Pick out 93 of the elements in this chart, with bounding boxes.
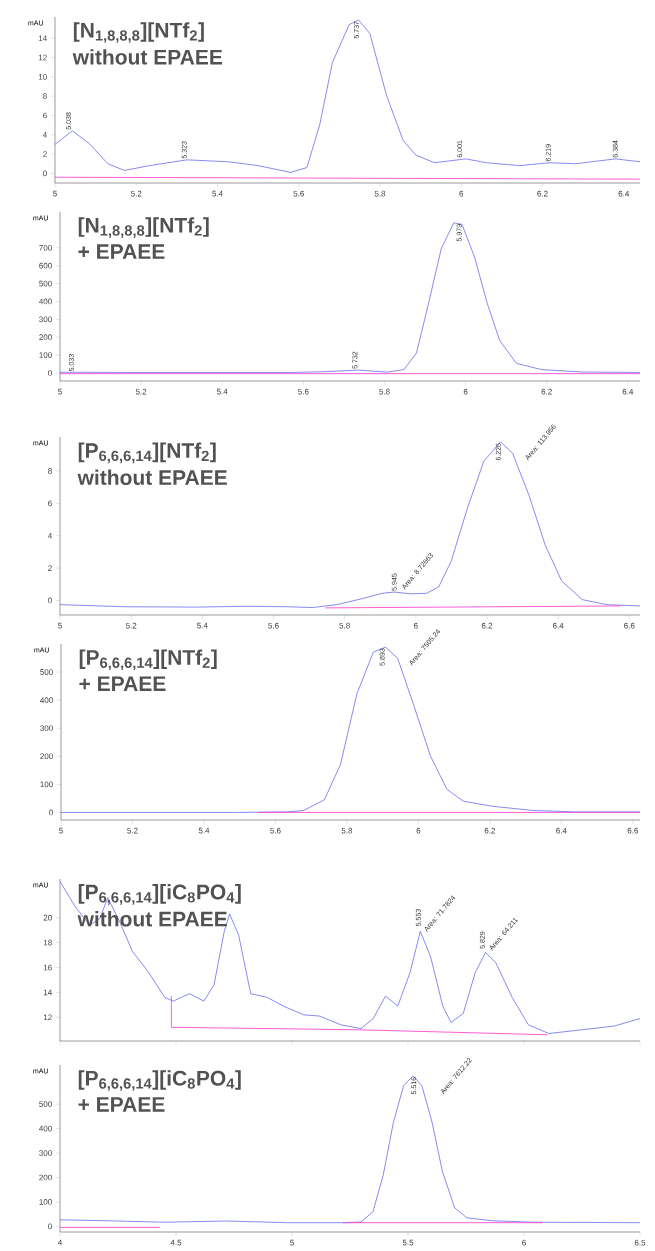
chart-title: [P$_{6,6,6,14}$][iC$_{8}$PO$_{4}$]: [78, 884, 241, 905]
y-tick-label: 400: [40, 697, 53, 703]
chart-title: [N$_{1,8,8,8}$][NTf$_{2}$]: [78, 217, 209, 238]
line-series: [170, 995, 548, 1036]
x-tick-label: 6.2: [537, 190, 548, 197]
line-series: [54, 19, 641, 173]
x-tick-label: 5.2: [125, 622, 137, 629]
x-tick-label: 6.4: [622, 388, 634, 395]
y-tick-label: 10: [38, 74, 47, 80]
chart-title: [P$_{6,6,6,14}$][NTf$_{2}$]: [79, 649, 217, 671]
y-tick-label: 0: [48, 597, 52, 604]
x-tick-label: 5: [53, 190, 57, 197]
text: without EPAEE: [77, 911, 227, 927]
x-tick-label: 5.8: [339, 622, 350, 629]
x-tick-label: 6: [416, 827, 421, 834]
x-tick-label: 6.2: [481, 622, 493, 629]
x-tick-label: 6.4: [618, 190, 630, 197]
x-tick-label: 6.4: [556, 827, 567, 834]
x-tick-label: 6.5: [634, 1239, 646, 1246]
x-tick-label: 5.6: [268, 622, 279, 629]
y-tick-label: 700: [39, 244, 52, 251]
x-tick-label: 5: [58, 388, 62, 395]
y-tick-label: 100: [40, 781, 53, 788]
text: + EPAEE: [79, 676, 166, 691]
x-tick-label: 5.6: [298, 388, 309, 395]
x-tick-label: 6.4: [553, 622, 564, 629]
y-tick-label: 4: [47, 532, 52, 539]
y-tick-label: 200: [40, 753, 53, 760]
x-tick-label: 6: [463, 388, 468, 395]
chart-title: [P$_{6,6,6,14}$][NTf$_{2}$]: [78, 442, 216, 464]
x-tick-label: 5.2: [127, 827, 138, 834]
y-tick-label: 100: [39, 352, 52, 358]
x-tick-label: 5.8: [341, 827, 353, 834]
x-tick-label: 5.4: [198, 827, 210, 834]
y-tick-label: 20: [43, 914, 52, 921]
y-tick-label: 0: [43, 170, 47, 177]
text: without EPAEE: [72, 49, 223, 65]
y-tick-label: 500: [40, 669, 53, 675]
x-tick-label: 5.8: [379, 388, 390, 395]
x-tick-label: 4: [57, 1239, 62, 1246]
x-tick-label: 5.2: [131, 190, 142, 197]
x-tick-label: 5: [59, 827, 63, 834]
x-tick-label: 5.4: [216, 388, 228, 395]
line-series: [59, 881, 641, 1034]
x-tick-label: 5.5: [402, 1239, 414, 1246]
y-tick-label: 100: [39, 1199, 52, 1205]
x-tick-label: 6: [414, 622, 418, 629]
x-tick-label: 6.6: [624, 622, 635, 629]
x-tick-label: 5.6: [270, 827, 281, 834]
x-tick-label: 6: [522, 1239, 526, 1246]
y-tick-label: 0: [48, 1223, 52, 1230]
y-tick-label: 12: [43, 1014, 52, 1021]
x-tick-label: 6: [459, 190, 464, 197]
y-tick-label: 2: [48, 565, 52, 571]
y-tick-label: 8: [48, 468, 52, 474]
y-tick-label: 500: [39, 280, 52, 287]
y-tick-label: 6: [48, 500, 52, 507]
y-tick-label: 2: [43, 151, 47, 157]
chart-title: [P$_{6,6,6,14}$][iC$_{8}$PO$_{4}$]: [78, 1070, 241, 1091]
y-tick-label: 200: [39, 1174, 52, 1181]
y-tick-label: 600: [39, 262, 52, 269]
x-tick-label: 5.4: [197, 622, 208, 629]
y-tick-label: 4: [42, 132, 47, 138]
y-tick-label: 14: [38, 35, 47, 41]
y-tick-label: 8: [43, 93, 47, 99]
y-tick-label: 0: [49, 809, 53, 816]
y-tick-label: 18: [43, 939, 52, 946]
x-tick-label: 5: [290, 1239, 294, 1246]
x-tick-label: 6.2: [484, 827, 496, 834]
text: without EPAEE: [77, 469, 227, 485]
chart-title: [N$_{1,8,8,8}$][NTf$_{2}$]: [73, 22, 204, 43]
x-tick-label: 5.8: [374, 190, 386, 197]
y-tick-label: 200: [39, 334, 52, 341]
x-tick-label: 5.6: [293, 190, 304, 197]
text: + EPAEE: [78, 244, 165, 259]
y-tick-label: 16: [43, 964, 52, 971]
y-tick-label: 300: [39, 1150, 52, 1156]
x-tick-label: 5.4: [212, 190, 223, 197]
x-tick-label: 4.5: [170, 1239, 182, 1246]
x-tick-label: 5.2: [135, 388, 147, 395]
y-tick-label: 12: [38, 54, 47, 61]
y-tick-label: 0: [48, 370, 52, 376]
y-tick-label: 300: [40, 725, 53, 732]
y-tick-label: 400: [39, 1125, 52, 1132]
y-tick-label: 400: [39, 298, 52, 305]
x-tick-label: 6.2: [541, 388, 552, 395]
y-tick-label: 500: [39, 1101, 52, 1107]
x-tick-label: 6.6: [627, 827, 639, 834]
y-tick-label: 6: [43, 112, 47, 119]
x-tick-label: 5: [58, 622, 62, 629]
y-tick-label: 14: [43, 989, 52, 996]
text: + EPAEE: [78, 1097, 165, 1112]
y-tick-label: 300: [39, 316, 52, 323]
